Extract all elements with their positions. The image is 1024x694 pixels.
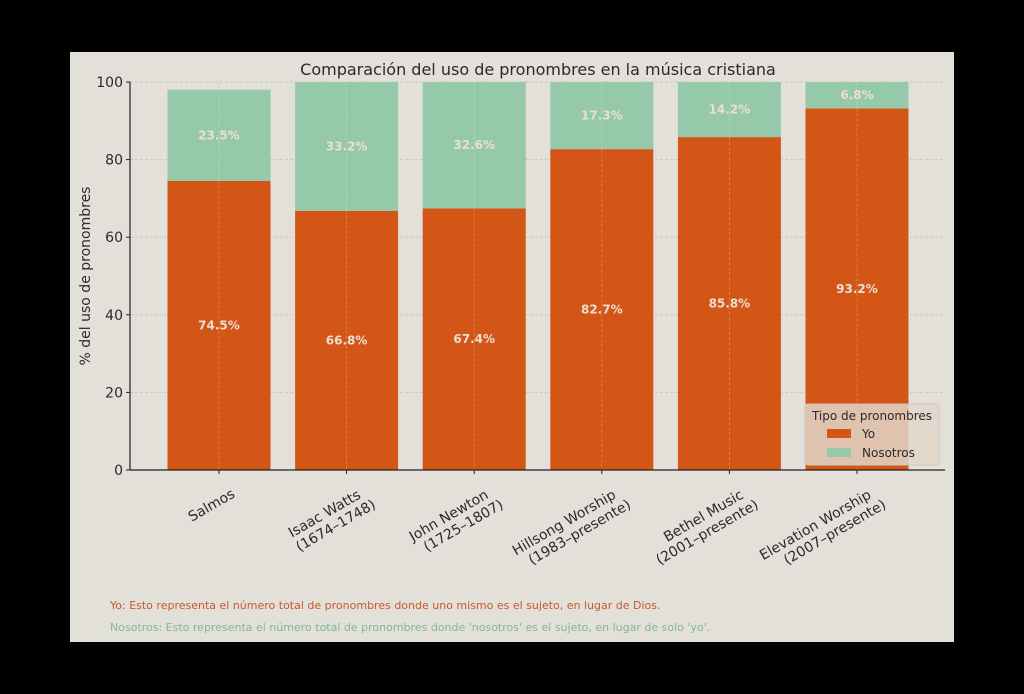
x-tick-label: Elevation Worship(2007–presente) [757,487,889,568]
x-tick-label: Salmos [186,486,238,525]
y-tick-label: 40 [105,308,123,324]
y-tick-label: 0 [114,463,123,479]
x-tick-label: Bethel Music(2001–presente) [653,487,761,568]
bar-value-label: 14.2% [709,103,751,117]
bar-value-label: 74.5% [198,318,240,332]
note-nosotros: Nosotros: Esto representa el número tota… [110,621,711,634]
bar-value-label: 66.8% [326,333,368,347]
bar-value-label: 67.4% [453,332,495,346]
legend: Tipo de pronombres Yo Nosotros [804,403,940,466]
y-tick-label: 60 [105,230,123,246]
bar-value-label: 32.6% [453,138,495,152]
x-tick-label: Isaac Watts(1674–1748) [286,487,379,555]
legend-label-yo: Yo [861,427,875,441]
bar-value-label: 6.8% [840,88,873,102]
y-tick-label: 80 [105,153,123,169]
bar-value-label: 85.8% [709,297,751,311]
legend-label-nosotros: Nosotros [862,446,915,460]
bar-value-label: 82.7% [581,303,623,317]
x-tick-label-line: Salmos [186,486,238,525]
note-yo: Yo: Esto representa el número total de p… [110,599,661,612]
bars [167,82,909,471]
bar-value-label: 17.3% [581,109,623,123]
legend-swatch-nosotros [827,448,851,457]
legend-title: Tipo de pronombres [811,409,932,423]
y-tick-label: 20 [105,385,123,401]
x-tick-label: Hillsong Worship(1983–presente) [510,487,634,568]
y-tick-label: 100 [96,75,123,91]
bar-value-label: 93.2% [836,282,878,296]
chart-title: Comparación del uso de pronombres en la … [300,60,776,79]
y-axis-label: % del uso de pronombres [78,187,94,366]
bar-value-label: 23.5% [198,128,240,142]
bar-value-label: 33.2% [326,139,368,153]
bar-labels: 74.5% 23.5% 66.8% 33.2% 67.4% 32.6% 82.7% 17.3%… [198,88,878,347]
x-tick-label: John Newton(1725–1807) [406,487,506,555]
legend-swatch-yo [827,429,851,438]
